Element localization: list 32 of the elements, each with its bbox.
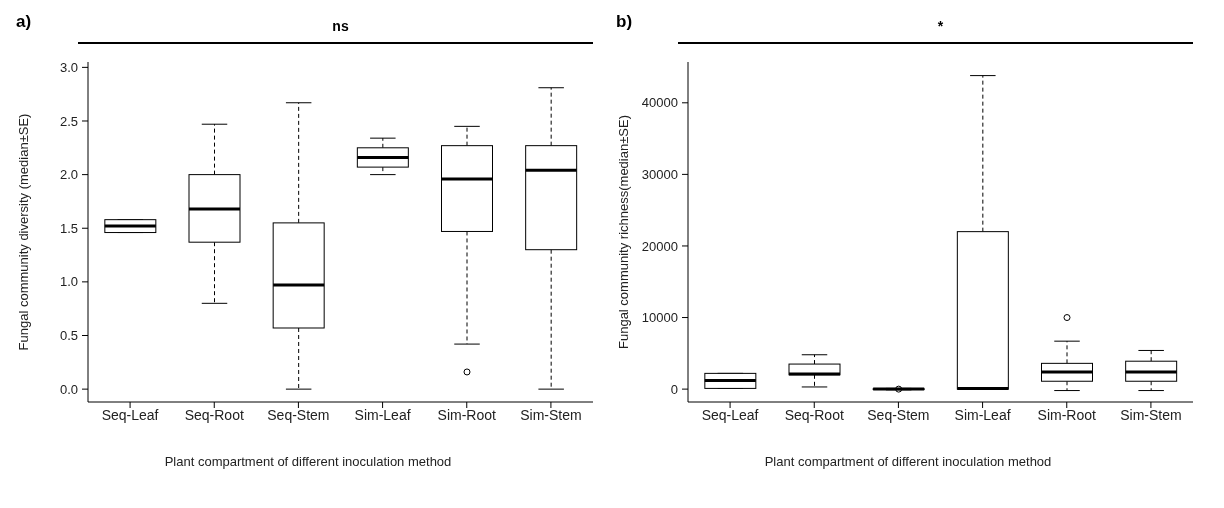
y-tick-label: 3.0 bbox=[59, 59, 78, 75]
y-axis-title: Fungal community richness(median±SE) bbox=[615, 115, 631, 349]
x-tick-label: Seq-Leaf bbox=[101, 406, 159, 423]
y-tick-label: 20000 bbox=[641, 238, 678, 254]
text: * bbox=[936, 18, 945, 34]
x-axis-title: Plant compartment of different inoculation method bbox=[163, 454, 453, 469]
x-tick-label: Seq-Root bbox=[784, 406, 844, 423]
y-tick-label: 1.5 bbox=[59, 220, 78, 236]
y-axis-title: Fungal community diversity (median±SE) bbox=[15, 113, 31, 351]
y-tick-label: 0 bbox=[670, 381, 678, 397]
y-tick-label: 0.5 bbox=[59, 328, 78, 344]
x-tick-label: Sim-Root bbox=[1037, 406, 1097, 423]
chart-title: a) bbox=[16, 12, 32, 32]
y-tick-label: 2.0 bbox=[59, 167, 78, 183]
y-tick-label: 10000 bbox=[641, 310, 678, 326]
y-tick-label: 2.5 bbox=[59, 113, 78, 129]
x-tick-label: Seq-Leaf bbox=[701, 406, 759, 423]
text: ns bbox=[331, 18, 350, 34]
x-tick-label: Sim-Leaf bbox=[354, 406, 411, 423]
y-tick-label: 1.0 bbox=[59, 274, 78, 290]
x-tick-label: Sim-Stem bbox=[1120, 406, 1182, 423]
chart-title: b) bbox=[616, 12, 633, 32]
x-tick-label: Seq-Stem bbox=[267, 406, 330, 423]
x-tick-label: Seq-Root bbox=[184, 406, 244, 423]
y-tick-label: 30000 bbox=[641, 166, 678, 182]
x-tick-label: Sim-Stem bbox=[520, 406, 582, 423]
x-tick-label: Sim-Leaf bbox=[954, 406, 1011, 423]
x-tick-label: Sim-Root bbox=[437, 406, 497, 423]
x-tick-label: Seq-Stem bbox=[867, 406, 930, 423]
y-tick-label: 40000 bbox=[641, 95, 678, 111]
y-tick-label: 0.0 bbox=[59, 381, 78, 397]
x-axis-title: Plant compartment of different inoculation method bbox=[763, 454, 1053, 469]
